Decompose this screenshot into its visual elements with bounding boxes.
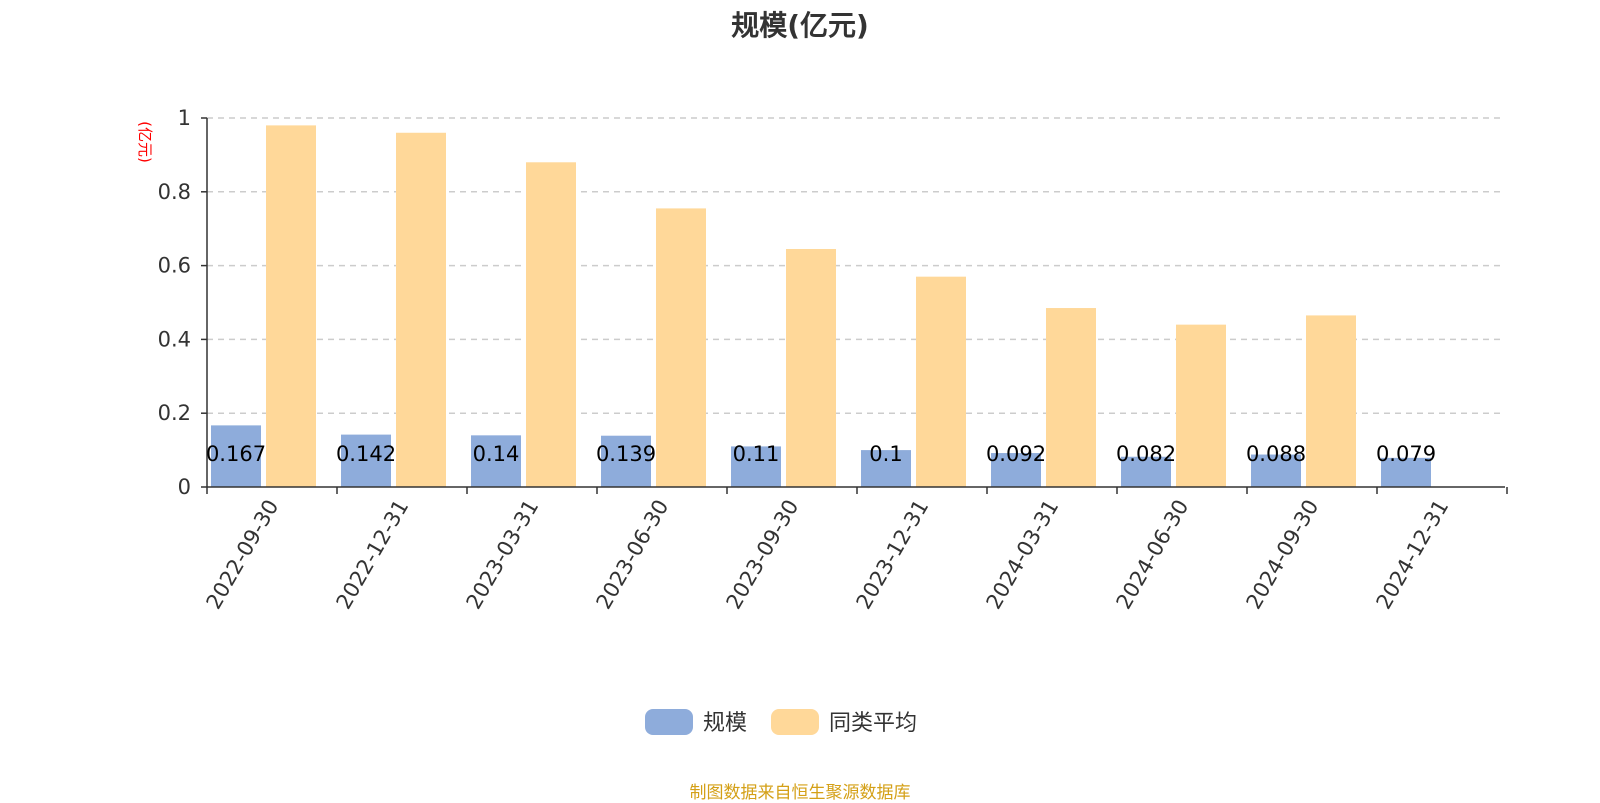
bar-peer-average xyxy=(526,162,576,487)
x-tick-label: 2024-09-30 xyxy=(1242,496,1324,614)
bars xyxy=(211,125,1431,487)
data-label: 0.142 xyxy=(336,442,396,466)
x-tick-label: 2024-12-31 xyxy=(1372,496,1454,614)
bar-scale xyxy=(861,450,911,487)
data-label: 0.079 xyxy=(1376,442,1436,466)
bar-scale xyxy=(731,446,781,487)
bar-peer-average xyxy=(1306,315,1356,487)
data-label: 0.11 xyxy=(733,442,780,466)
y-tick-label: 0.6 xyxy=(158,254,191,278)
legend-label: 规模 xyxy=(703,711,747,736)
bar-scale xyxy=(1381,457,1431,487)
data-label: 0.139 xyxy=(596,442,656,466)
bar-peer-average xyxy=(1046,308,1096,487)
y-axis-unit-label: (亿元) xyxy=(136,121,154,163)
y-tick-label: 1 xyxy=(178,106,191,130)
y-tick-label: 0 xyxy=(178,475,191,499)
legend-swatch xyxy=(771,709,819,735)
data-label: 0.088 xyxy=(1246,442,1306,466)
y-tick-label: 0.2 xyxy=(158,401,191,425)
bar-scale xyxy=(341,434,391,487)
bar-scale xyxy=(1121,456,1171,487)
bar-scale xyxy=(991,453,1041,487)
x-tick-label: 2023-09-30 xyxy=(722,496,804,614)
bar-peer-average xyxy=(396,132,446,487)
source-note: 制图数据来自恒生聚源数据库 xyxy=(689,783,911,803)
bar-peer-average xyxy=(1176,324,1226,487)
x-tick-label: 2022-09-30 xyxy=(202,496,284,614)
legend-label: 同类平均 xyxy=(829,711,917,736)
x-tick-label: 2023-12-31 xyxy=(852,496,934,614)
y-tick-label: 0.4 xyxy=(158,327,191,351)
bar-peer-average xyxy=(266,125,316,487)
data-label: 0.092 xyxy=(986,442,1046,466)
data-labels: 0.167 0.142 0.14 0.139 0.11 0.1 0.092 0.082 0.08… xyxy=(206,442,1436,466)
chart-title: 规模(亿元) xyxy=(731,9,869,42)
x-tick-label: 2024-06-30 xyxy=(1112,496,1194,614)
x-tick-label: 2024-03-31 xyxy=(982,496,1064,614)
bar-scale xyxy=(211,425,261,487)
data-label: 0.1 xyxy=(869,442,902,466)
data-label: 0.167 xyxy=(206,442,266,466)
bar-peer-average xyxy=(656,208,706,487)
bar-peer-average xyxy=(786,248,836,487)
grid-lines xyxy=(207,117,1505,414)
bar-scale xyxy=(1251,454,1301,487)
bar-scale xyxy=(471,435,521,487)
x-tick-label: 2023-03-31 xyxy=(462,496,544,614)
x-tick-label: 2023-06-30 xyxy=(592,496,674,614)
x-tick-label: 2022-12-31 xyxy=(332,496,414,614)
data-label: 0.14 xyxy=(473,442,520,466)
bar-peer-average xyxy=(916,276,966,487)
legend-swatch xyxy=(645,709,693,735)
bar-scale xyxy=(601,435,651,487)
y-tick-label: 0.8 xyxy=(158,180,191,204)
data-label: 0.082 xyxy=(1116,442,1176,466)
legend: 规模 同类平均 xyxy=(645,709,917,736)
